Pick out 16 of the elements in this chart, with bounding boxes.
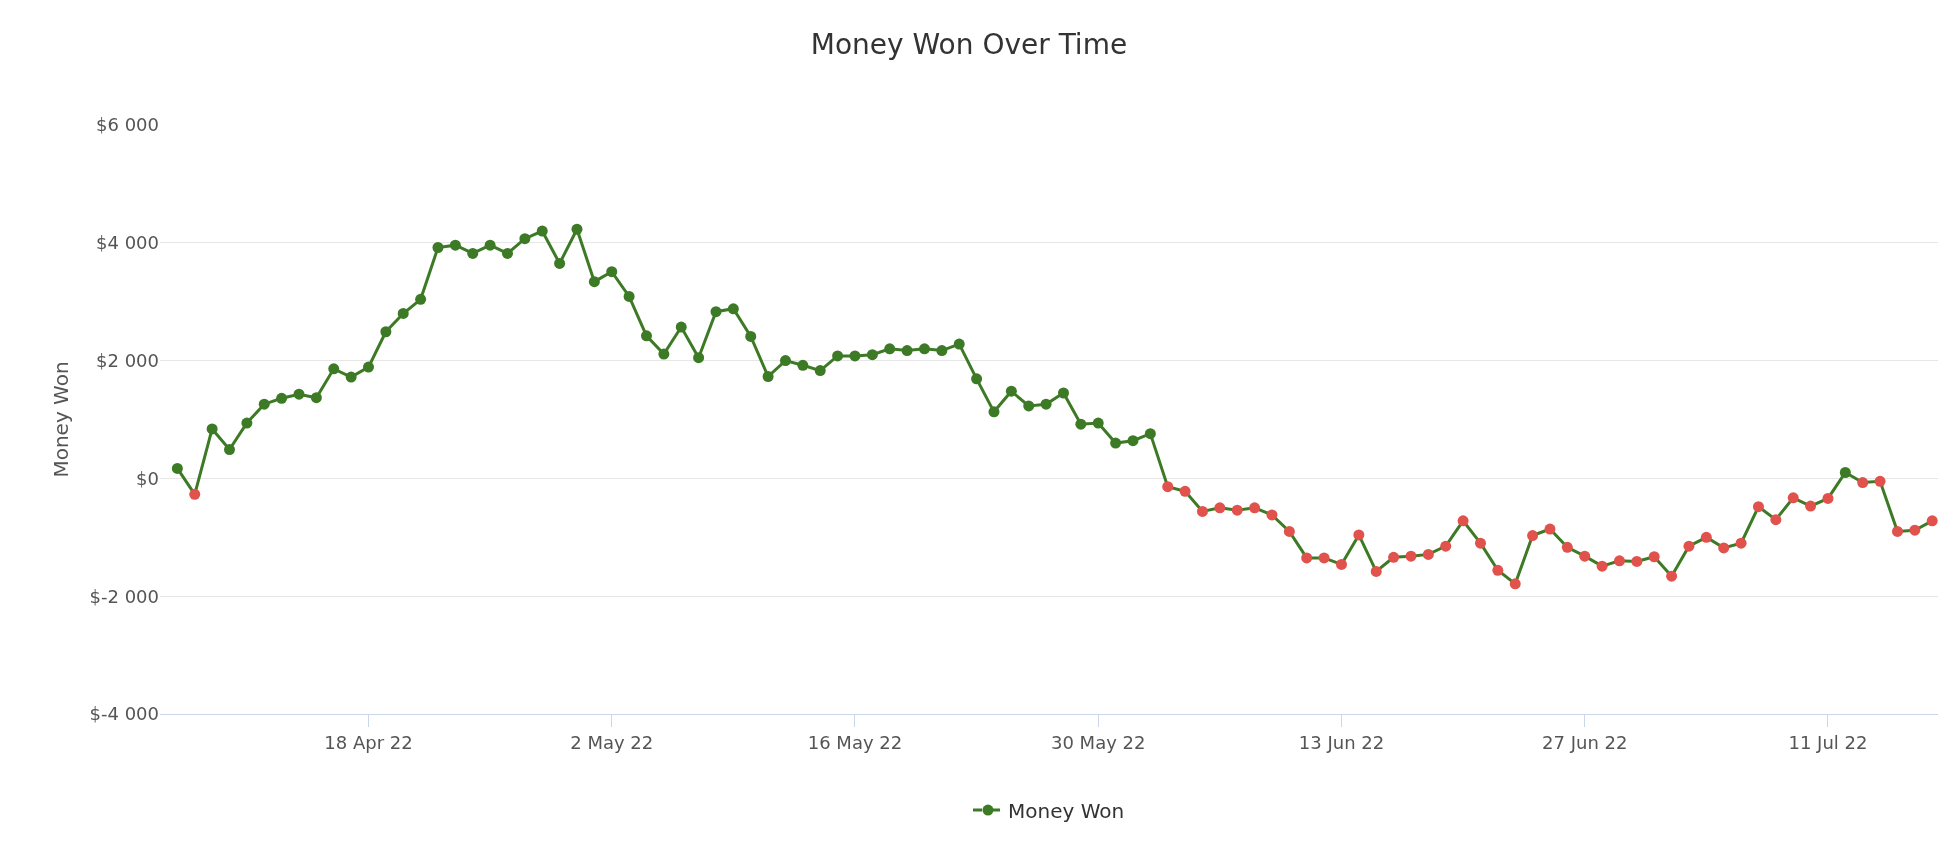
x-tick-label: 18 Apr 22 bbox=[324, 731, 413, 753]
y-tick-label: $2 000 bbox=[96, 349, 159, 371]
legend-label: Money Won bbox=[1008, 798, 1125, 823]
y-tick-label: $6 000 bbox=[96, 114, 159, 136]
y-axis-title: Money Won bbox=[49, 361, 74, 478]
x-tick-label: 2 May 22 bbox=[570, 731, 654, 753]
y-tick-label: $4 000 bbox=[96, 232, 159, 254]
x-tick-label: 16 May 22 bbox=[807, 731, 903, 753]
x-tick-label: 27 Jun 22 bbox=[1542, 731, 1628, 753]
y-tick-label: $-4 000 bbox=[89, 703, 159, 725]
x-tick-label: 30 May 22 bbox=[1051, 731, 1146, 753]
y-tick-label: $-2 000 bbox=[89, 585, 159, 607]
x-tick-label: 11 Jul 22 bbox=[1788, 731, 1868, 753]
x-tick-label: 13 Jun 22 bbox=[1298, 731, 1385, 753]
y-tick-label: $0 bbox=[136, 467, 159, 489]
chart-title: Money Won Over Time bbox=[810, 28, 1128, 62]
